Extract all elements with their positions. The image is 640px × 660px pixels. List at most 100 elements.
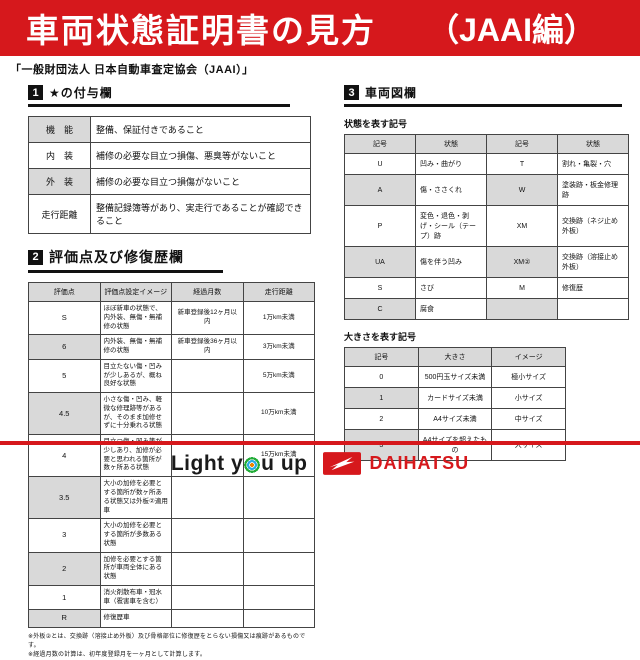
table-cell: 大サイズ xyxy=(491,429,566,461)
table-cell: 内 装 xyxy=(28,142,91,169)
table-cell: 小さな傷・凹み、軽微な修理跡等があるが、そのまま加修せずに十分乗れる状態 xyxy=(99,392,172,436)
table-row: U 凹み・曲がり T 割れ・亀裂・穴 xyxy=(344,153,629,175)
table-cell: C xyxy=(344,298,416,320)
size-table-caption: 大きさを表す記号 xyxy=(344,332,417,342)
column-header: 経過月数 xyxy=(171,282,244,302)
table-cell: R xyxy=(28,609,101,628)
table-row: 2 加修を必要とする箇所が車両全体にある状態 xyxy=(28,551,315,586)
footer: Light y u up DAIHATSU xyxy=(0,447,640,480)
table-cell: 目立たない傷・凹みが少しあるが、概ね良好な状態 xyxy=(99,358,172,394)
table-cell: 1 xyxy=(28,584,101,611)
size-symbols-table: 記号 大きさ イメージ 0 500円玉サイズ未満 極小サイズ 1 カードサイズ未満 小サイ… xyxy=(344,347,566,461)
table-cell: 整備記録簿等があり、実走行であることが確認できること xyxy=(90,194,311,234)
table-row: C 腐食 xyxy=(344,298,629,320)
table-cell: 割れ・亀裂・穴 xyxy=(557,153,629,175)
column-header: イメージ xyxy=(491,347,566,367)
star-criteria-table: 機 能整備、保証付きであること内 装補修の必要な目立つ損傷、悪臭等がないこと外 … xyxy=(28,116,311,234)
table-cell: 1 xyxy=(344,387,419,409)
column-header: 評価点 xyxy=(28,282,101,302)
table-row: P 変色・退色・剥げ・シール（テープ）跡 XM 交換跡（ネジ止め外板） xyxy=(344,205,629,247)
table-cell: A4サイズ未満 xyxy=(417,408,493,430)
section1-number-badge: 1 xyxy=(28,85,43,100)
table-cell: 補修の必要な目立つ損傷、悪臭等がないこと xyxy=(90,142,311,169)
table-cell: 交換跡（ネジ止め外板） xyxy=(557,205,629,247)
footer-divider-line xyxy=(0,441,640,445)
table-row: S ほぼ新車の状態で、内外装、無傷・無補修の状態 新車登録後12ヶ月以内 1万km未満 xyxy=(28,300,315,336)
table-row: 5 目立たない傷・凹みが少しあるが、概ね良好な状態 5万km未満 xyxy=(28,358,315,394)
table-cell: 新車登録後12ヶ月以内 xyxy=(171,300,244,336)
table-cell: 500円玉サイズ未満 xyxy=(417,366,493,388)
table-cell: カードサイズ未満 xyxy=(417,387,493,409)
table-cell: 2 xyxy=(344,408,419,430)
table-cell: ほぼ新車の状態で、内外装、無傷・無補修の状態 xyxy=(99,300,172,336)
footnotes: ※外板②とは、交換跡（溶接止め外板）及び骨格部位に修復歴をとらない損傷又は痕跡が… xyxy=(28,633,315,660)
table-cell: XM② xyxy=(486,246,558,278)
table-cell: 極小サイズ xyxy=(491,366,566,388)
page-title-edition: （JAAI編） xyxy=(427,12,596,48)
slogan-text-left: Light y xyxy=(170,451,244,475)
column-header: 記号 xyxy=(344,134,416,154)
table-cell: 外 装 xyxy=(28,168,91,195)
column-header: 記号 xyxy=(344,347,419,367)
column-header: 大きさ xyxy=(417,347,493,367)
table-cell xyxy=(242,584,315,611)
table-cell: 凹み・曲がり xyxy=(415,153,487,175)
table-cell: 新車登録後36ヶ月以内 xyxy=(171,334,244,360)
table-cell xyxy=(486,298,558,320)
column-header: 状態 xyxy=(557,134,629,154)
table-cell: 変色・退色・剥げ・シール（テープ）跡 xyxy=(415,205,487,247)
table-cell: 補修の必要な目立つ損傷がないこと xyxy=(90,168,311,195)
table-cell xyxy=(171,476,244,520)
table-row: 1 消火剤散布車・冠水車（雹害車を含む） xyxy=(28,584,315,611)
table-cell xyxy=(171,358,244,394)
section3-number-badge: 3 xyxy=(344,85,359,100)
daihatsu-logo-icon xyxy=(323,452,362,475)
table-row: 6 内外装、無傷・無補修の状態 新車登録後36ヶ月以内 3万km未満 xyxy=(28,334,315,360)
table-cell xyxy=(171,609,244,628)
right-column: 3 車両図欄 状態を表す記号 記号 状態 記号 状態 U 凹み・曲がり T 割れ・亀裂… xyxy=(344,84,630,461)
table-cell: 消火剤散布車・冠水車（雹害車を含む） xyxy=(99,584,172,611)
table-cell: 修復歴 xyxy=(557,277,629,299)
section3-header: 3 車両図欄 xyxy=(344,84,622,107)
table-cell: P xyxy=(344,205,416,247)
table-row: 1 カードサイズ未満 小サイズ xyxy=(344,387,566,409)
table-cell: UA xyxy=(344,246,416,278)
table-cell: 大小の加修を必要とする箇所が多数ある状態 xyxy=(99,518,172,553)
table-cell xyxy=(171,584,244,611)
table-cell: 5 xyxy=(28,358,101,394)
table-cell: 4.5 xyxy=(28,392,101,436)
table-row: 機 能整備、保証付きであること xyxy=(28,116,311,143)
table-row: S さび M 修復歴 xyxy=(344,277,629,299)
table-row: 3A4サイズを超えたもの大サイズ xyxy=(344,429,566,461)
table-cell: 整備、保証付きであること xyxy=(90,116,311,143)
table-cell: 交換跡（溶接止め外板） xyxy=(557,246,629,278)
slogan-text-right: u up xyxy=(261,451,308,475)
table-row: 2 A4サイズ未満 中サイズ xyxy=(344,408,566,430)
table-cell: S xyxy=(344,277,416,299)
table-cell: U xyxy=(344,153,416,175)
table-row: R 修復歴車 xyxy=(28,609,315,628)
table-cell: S xyxy=(28,300,101,336)
table-header-row: 記号 大きさ イメージ xyxy=(344,347,566,367)
table-cell: 走行距離 xyxy=(28,194,91,234)
table-cell: 5万km未満 xyxy=(242,358,315,394)
footnote-line: ※外板②とは、交換跡（溶接止め外板）及び骨格部位に修復歴をとらない損傷又は痕跡が… xyxy=(28,633,306,649)
section3-title: 車両図欄 xyxy=(365,86,418,100)
table-header-row: 記号 状態 記号 状態 xyxy=(344,134,629,154)
column-header: 走行距離 xyxy=(242,282,315,302)
table-cell: 3.5 xyxy=(28,476,101,520)
table-cell: XM xyxy=(486,205,558,247)
section1-title: ★の付与欄 xyxy=(49,86,113,100)
table-row: 走行距離 整備記録簿等があり、実走行であることが確認できること xyxy=(28,194,311,234)
table-cell xyxy=(557,298,629,320)
section1-header: 1 ★の付与欄 xyxy=(28,84,290,107)
table-row: 4.5 小さな傷・凹み、軽微な修理跡等があるが、そのまま加修せずに十分乗れる状態 1… xyxy=(28,392,315,436)
table-cell: 内外装、無傷・無補修の状態 xyxy=(99,334,172,360)
table-cell: T xyxy=(486,153,558,175)
table-cell: 0 xyxy=(344,366,419,388)
table-cell: 腐食 xyxy=(415,298,487,320)
table-cell xyxy=(242,518,315,553)
table-cell: 修復歴車 xyxy=(99,609,172,628)
table-cell: W xyxy=(486,174,558,206)
